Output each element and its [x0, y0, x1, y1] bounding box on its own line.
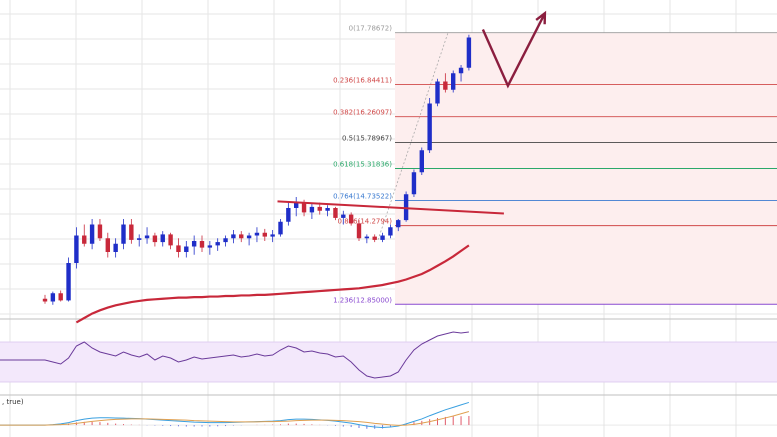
candle-body [380, 235, 385, 240]
candle-body [317, 206, 322, 211]
candle-body [388, 227, 393, 236]
fibonacci-level-label: 1.236(12.85000) [333, 296, 392, 304]
candle-body [325, 208, 330, 211]
trendline [277, 200, 504, 215]
candle-body [262, 232, 267, 237]
fibonacci-level-label: 0.382(16.26097) [333, 109, 392, 117]
candle-body [451, 73, 456, 90]
candle-body [403, 194, 409, 221]
candle-body [58, 293, 63, 301]
fibonacci-level-label: 0(17.78672) [349, 25, 393, 33]
fibonacci-level-label: 0.764(14.73522) [333, 193, 392, 201]
candle-body [396, 220, 401, 228]
candle-body [411, 172, 417, 195]
candle-body [74, 235, 79, 263]
rsi-panel [0, 331, 777, 383]
candle-body [160, 234, 165, 243]
candle-body [223, 238, 228, 243]
candle-body [443, 81, 448, 90]
candle-body [294, 202, 299, 208]
candle-body [215, 242, 220, 246]
candle-body [419, 150, 424, 173]
moving-average [75, 244, 470, 324]
candle-body [97, 224, 103, 239]
candle-body [129, 224, 134, 240]
candle-body [231, 234, 236, 239]
candle-body [137, 238, 142, 240]
candle-body [66, 263, 71, 301]
candle-body [301, 202, 307, 213]
candle-body [184, 246, 189, 252]
candle-body [246, 235, 252, 239]
forecast-arrow [481, 10, 547, 89]
candle-body [348, 214, 354, 224]
rsi-line [0, 331, 469, 379]
candle-body [207, 245, 213, 248]
candle-body [364, 236, 370, 239]
candle-body [278, 221, 283, 235]
candle-body [113, 243, 118, 252]
candle-body [168, 234, 173, 246]
candle-body [121, 224, 126, 244]
candle-body [372, 236, 377, 240]
candle-body [270, 234, 275, 237]
candle-body [286, 208, 291, 222]
moving-average-line [75, 244, 470, 324]
forecast-arrow-line [481, 12, 546, 89]
macd-panel [0, 401, 777, 429]
candle-body [105, 238, 110, 252]
fibonacci-level-label: 0.236(16.84411) [333, 77, 392, 85]
candle-body [191, 241, 197, 247]
candle-body [458, 67, 464, 74]
candle-body [42, 298, 48, 302]
candle-body [50, 293, 56, 302]
candle-body [239, 234, 244, 239]
macd-panel-label: , true) [2, 398, 24, 406]
fibonacci-level-label: 0.618(15.31836) [333, 160, 392, 168]
candle-body [144, 235, 150, 239]
candle-body [254, 232, 260, 236]
macd-signal-line [0, 411, 470, 426]
fibonacci-levels: 0(17.78672) 0.236(16.84411) 0.382(16.26097… [333, 25, 777, 305]
candle-body [435, 81, 440, 104]
fibonacci-level-label: 0.886(14.2794) [338, 218, 393, 226]
candle-body [82, 235, 87, 244]
candle-body [341, 214, 346, 218]
candle-body [466, 37, 472, 68]
candle-body [427, 103, 432, 151]
candle-body [89, 224, 95, 244]
forecast-arrow-head [535, 10, 547, 25]
candle-body [199, 241, 205, 248]
candle-body [152, 235, 158, 243]
candle-body [333, 208, 338, 218]
bearish-trendline [277, 200, 504, 215]
candlesticks [42, 34, 472, 305]
rsi-zone [0, 342, 777, 382]
candle-body [356, 223, 362, 239]
fibonacci-level-label: 0.5(15.78967) [342, 135, 392, 143]
fibonacci-anchor-line [377, 32, 449, 241]
candle-body [176, 245, 181, 252]
candle-body [309, 206, 315, 213]
